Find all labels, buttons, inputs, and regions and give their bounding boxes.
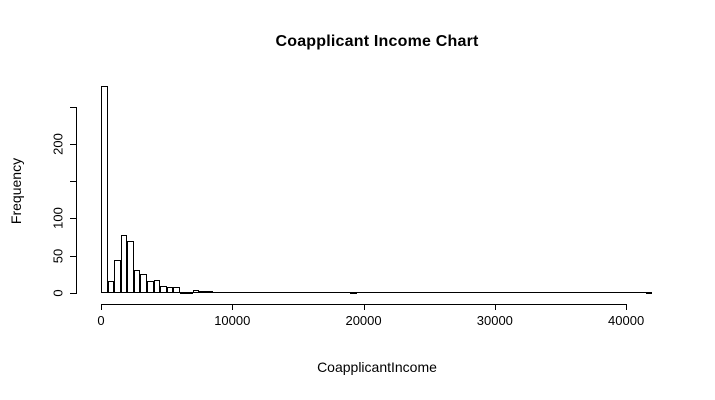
y-tick-label: 200 xyxy=(50,133,66,156)
histogram-bar xyxy=(133,270,141,293)
x-tick-label: 30000 xyxy=(476,312,513,328)
y-axis-tick xyxy=(69,144,76,146)
histogram-bar xyxy=(350,291,357,294)
histogram-bar xyxy=(186,291,193,294)
histogram-bar xyxy=(114,259,121,293)
y-axis-tick xyxy=(69,292,76,294)
histogram-bar xyxy=(173,287,180,293)
x-axis-tick xyxy=(363,303,365,310)
x-axis-label: CoapplicantIncome xyxy=(317,359,437,375)
histogram-bar xyxy=(120,234,128,293)
histogram-bar xyxy=(199,291,207,294)
histogram-baseline xyxy=(101,291,653,293)
y-axis-tick xyxy=(69,107,76,109)
histogram-bar xyxy=(160,285,167,293)
histogram-bar xyxy=(166,287,174,293)
chart-title: Coapplicant Income Chart xyxy=(275,33,479,50)
histogram-bar xyxy=(645,291,653,294)
x-tick-label: 10000 xyxy=(214,312,251,328)
histogram-bar xyxy=(153,279,161,293)
histogram-bar xyxy=(146,281,154,293)
y-axis-tick xyxy=(69,255,76,257)
y-axis-label: Frequency xyxy=(8,157,24,225)
histogram-bar xyxy=(127,240,134,293)
histogram-bar xyxy=(101,85,108,293)
y-axis-tick xyxy=(69,218,76,220)
y-axis-tick xyxy=(69,181,76,183)
histogram-bar xyxy=(179,291,187,294)
x-tick-label: 20000 xyxy=(345,312,382,328)
y-tick-label: 0 xyxy=(50,288,66,297)
histogram-bar xyxy=(140,274,147,293)
x-tick-label: 0 xyxy=(97,312,105,328)
histogram-bar xyxy=(107,280,115,293)
y-tick-label: 50 xyxy=(50,248,66,263)
x-axis-tick xyxy=(494,303,496,310)
y-axis-line xyxy=(75,107,77,294)
histogram-bar xyxy=(206,291,213,294)
y-tick-label: 100 xyxy=(50,207,66,230)
x-axis-tick xyxy=(101,303,102,310)
x-tick-label: 40000 xyxy=(608,312,645,328)
x-axis-tick xyxy=(626,303,628,310)
histogram-bar xyxy=(192,289,200,293)
x-axis-tick xyxy=(232,303,234,310)
